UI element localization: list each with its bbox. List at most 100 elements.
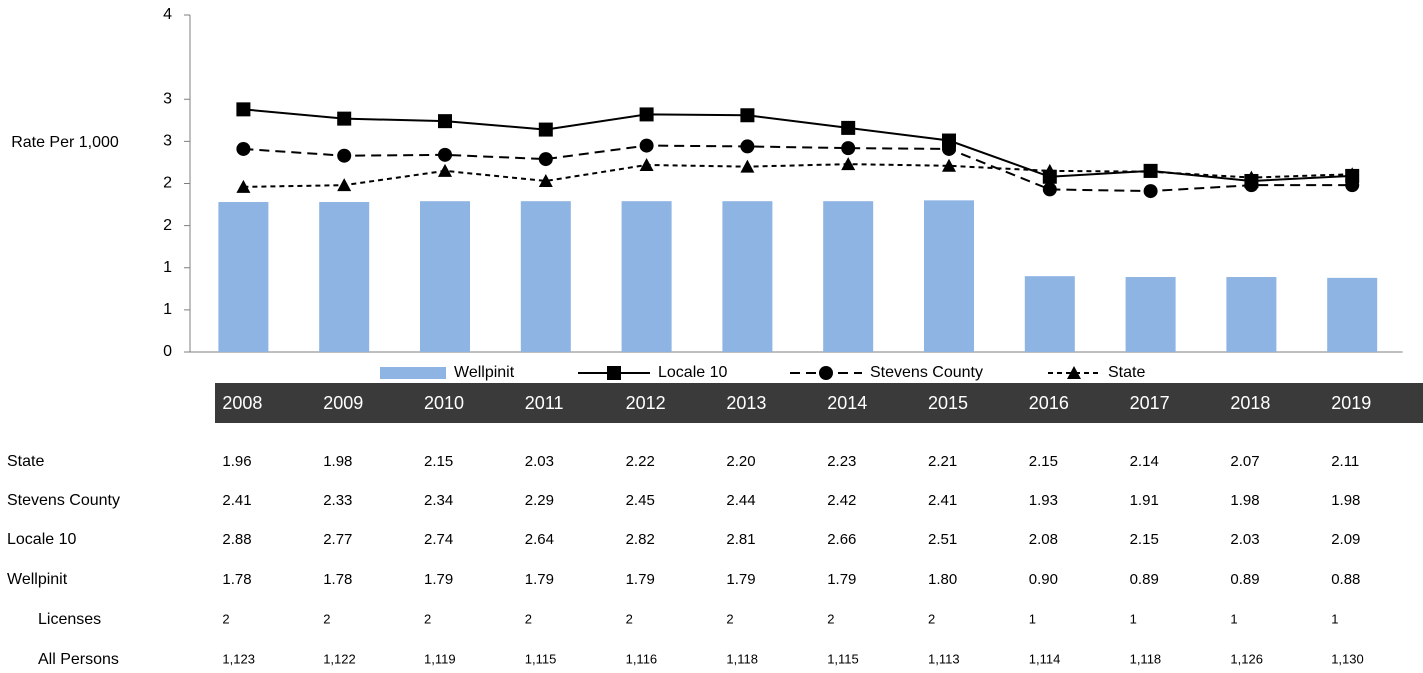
table-cell: 2.64 [525, 531, 554, 548]
table-header-cell: 2013 [726, 393, 766, 413]
table-cell: 2.22 [626, 453, 655, 470]
table-cell: 0.90 [1029, 571, 1058, 588]
bar [520, 201, 571, 352]
table-cell: 2 [323, 611, 330, 626]
table-cell: 1.79 [726, 571, 755, 588]
marker-triangle [1143, 164, 1158, 178]
table-cell: 1.78 [222, 571, 251, 588]
y-axis-label: Rate Per 1,000 [11, 134, 119, 151]
table-cell: 1,115 [525, 651, 557, 666]
bar [218, 202, 269, 352]
marker-triangle [942, 158, 956, 172]
bar [621, 201, 672, 352]
bar [420, 201, 470, 352]
table-cell: 1.93 [1029, 492, 1058, 509]
marker-circle [236, 141, 251, 156]
row-label: Locale 10 [7, 531, 76, 548]
table-cell: 0.89 [1230, 571, 1259, 588]
legend-label: State [1108, 364, 1145, 381]
bar [1024, 276, 1075, 352]
legend-label: Locale 10 [658, 364, 727, 381]
marker-circle [538, 152, 553, 167]
bar [722, 201, 773, 352]
y-tick-label: 3 [163, 90, 172, 107]
table-header-cell: 2014 [827, 393, 867, 413]
table-header-cell: 2008 [222, 393, 262, 413]
table-cell: 1.96 [222, 453, 251, 470]
table-header-cell: 2012 [626, 393, 666, 413]
marker-triangle [1067, 366, 1081, 379]
y-tick-label: 0 [163, 343, 172, 360]
y-tick-label: 1 [163, 301, 172, 318]
legend-label: Wellpinit [454, 364, 515, 381]
marker-circle [639, 138, 654, 153]
table-cell: 2.07 [1230, 453, 1259, 470]
table-cell: 2.66 [827, 531, 856, 548]
marker-circle [1042, 182, 1057, 197]
marker-triangle [538, 173, 553, 187]
table-cell: 1.98 [1230, 492, 1259, 509]
table-cell: 1,119 [424, 651, 456, 666]
table-cell: 2.82 [626, 531, 655, 548]
table-cell: 2.45 [626, 492, 655, 509]
legend-swatch [380, 367, 446, 379]
marker-square [236, 102, 251, 117]
marker-triangle [740, 159, 755, 173]
bar [1226, 277, 1277, 352]
bar [1327, 277, 1378, 352]
table-cell: 2 [424, 611, 431, 626]
marker-triangle [438, 163, 452, 177]
table-cell: 1 [1230, 611, 1237, 626]
marker-circle [1143, 184, 1158, 199]
table-cell: 1.98 [1331, 492, 1360, 509]
table-cell: 2 [928, 611, 935, 626]
table-cell: 2 [222, 611, 229, 626]
table-cell: 1,116 [626, 651, 658, 666]
table-cell: 2.77 [323, 531, 352, 548]
table-cell: 1 [1130, 611, 1137, 626]
marker-triangle [1042, 163, 1057, 177]
table-cell: 1,113 [928, 651, 960, 666]
table-header-cell: 2016 [1029, 393, 1069, 413]
table-cell: 2.21 [928, 453, 957, 470]
marker-circle [1345, 178, 1360, 193]
table-cell: 2.33 [323, 492, 352, 509]
table-cell: 1,122 [323, 651, 356, 666]
table-cell: 2.15 [1130, 531, 1159, 548]
bar [1125, 277, 1176, 352]
marker-square [639, 107, 654, 122]
marker-circle [819, 366, 833, 380]
row-label: All Persons [38, 651, 119, 668]
table-header-cell: 2018 [1230, 393, 1270, 413]
table-cell: 2 [525, 611, 532, 626]
table-cell: 2.03 [1230, 531, 1259, 548]
table-cell: 2.51 [928, 531, 957, 548]
line [243, 144, 1353, 193]
marker-triangle [639, 157, 654, 171]
bar [319, 202, 370, 352]
marker-square [538, 122, 553, 137]
marker-square [438, 114, 452, 129]
line [243, 163, 1353, 188]
bar [823, 201, 874, 352]
marker-triangle [1244, 170, 1259, 184]
table-cell: 2.41 [928, 492, 957, 509]
row-label: State [7, 453, 44, 470]
line [243, 108, 1353, 182]
table-cell: 2.44 [726, 492, 755, 509]
table-cell: 2.23 [827, 453, 856, 470]
table-cell: 2.03 [525, 453, 554, 470]
table-cell: 1,126 [1230, 651, 1263, 666]
table-cell: 2 [626, 611, 633, 626]
table-cell: 2.09 [1331, 531, 1360, 548]
y-tick-label: 2 [163, 175, 172, 192]
table-cell: 2.74 [424, 531, 453, 548]
row-label: Wellpinit [7, 571, 68, 588]
table-cell: 2.15 [1029, 453, 1058, 470]
marker-square [607, 366, 621, 380]
marker-triangle [1345, 167, 1360, 181]
table-header-cell: 2019 [1331, 393, 1371, 413]
table-cell: 1,130 [1331, 651, 1364, 666]
